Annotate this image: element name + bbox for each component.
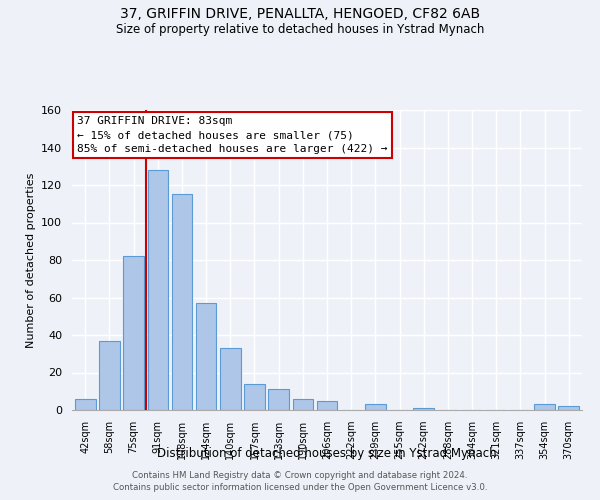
Bar [172, 194, 192, 410]
Bar [365, 404, 386, 410]
Text: Size of property relative to detached houses in Ystrad Mynach: Size of property relative to detached ho… [116, 22, 484, 36]
Bar [196, 303, 217, 410]
Bar [244, 384, 265, 410]
Bar [413, 408, 434, 410]
Bar [75, 399, 95, 410]
Bar [148, 170, 168, 410]
Text: 37, GRIFFIN DRIVE, PENALLTA, HENGOED, CF82 6AB: 37, GRIFFIN DRIVE, PENALLTA, HENGOED, CF… [120, 8, 480, 22]
Text: Distribution of detached houses by size in Ystrad Mynach: Distribution of detached houses by size … [157, 448, 497, 460]
Bar [268, 390, 289, 410]
Bar [559, 406, 579, 410]
Bar [534, 404, 555, 410]
Y-axis label: Number of detached properties: Number of detached properties [26, 172, 35, 348]
Bar [293, 399, 313, 410]
Text: 37 GRIFFIN DRIVE: 83sqm
← 15% of detached houses are smaller (75)
85% of semi-de: 37 GRIFFIN DRIVE: 83sqm ← 15% of detache… [77, 116, 388, 154]
Bar [124, 256, 144, 410]
Bar [317, 400, 337, 410]
Text: Contains HM Land Registry data © Crown copyright and database right 2024.
Contai: Contains HM Land Registry data © Crown c… [113, 471, 487, 492]
Bar [99, 340, 120, 410]
Bar [220, 348, 241, 410]
